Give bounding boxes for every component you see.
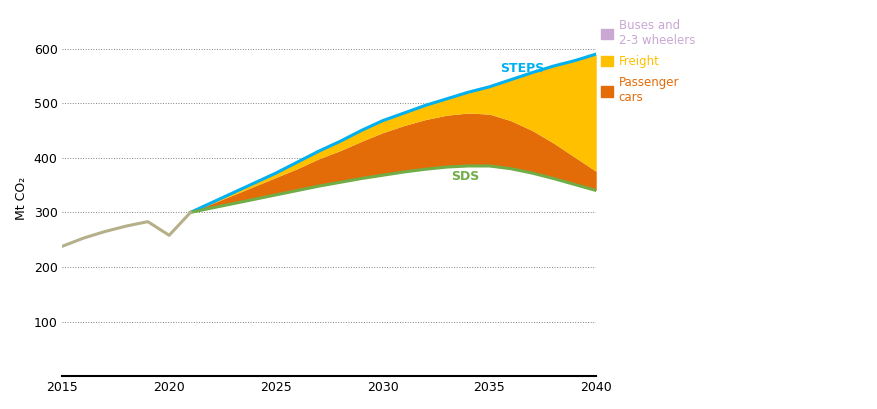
- Text: STEPS: STEPS: [500, 62, 545, 75]
- Legend: Buses and
2-3 wheelers, Freight, Passenger
cars: Buses and 2-3 wheelers, Freight, Passeng…: [596, 14, 700, 109]
- Y-axis label: Mt CO₂: Mt CO₂: [15, 177, 28, 220]
- Text: SDS: SDS: [451, 171, 480, 183]
